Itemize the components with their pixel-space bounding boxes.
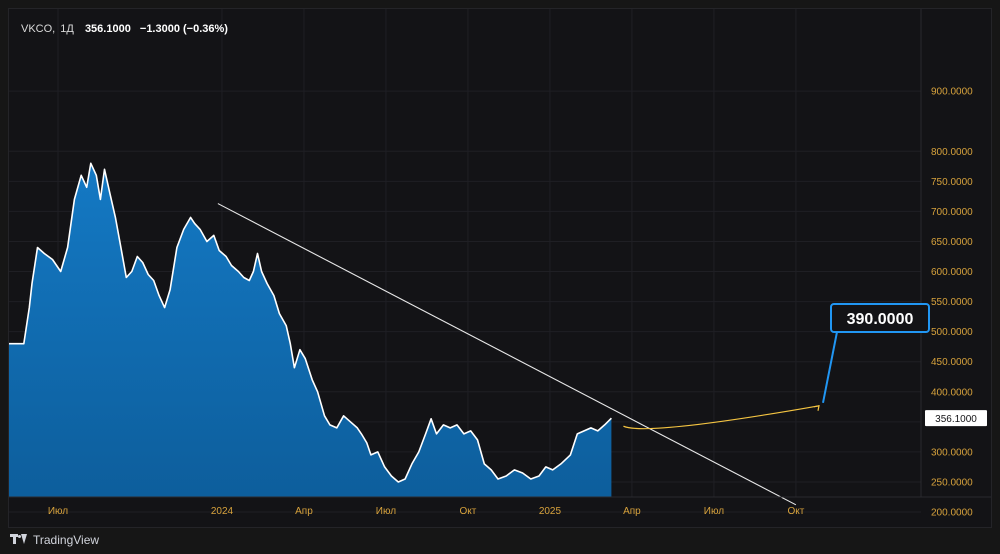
tradingview-logo[interactable]: TradingView <box>10 533 99 547</box>
last-value-label: 356.1000 <box>935 414 977 425</box>
y-tick-label: 650.0000 <box>931 237 973 248</box>
x-tick-label: Окт <box>460 506 477 517</box>
x-tick-label: Июл <box>376 506 396 517</box>
y-tick-label: 800.0000 <box>931 147 973 158</box>
x-tick-label: 2025 <box>539 506 562 517</box>
forecast-arrowhead <box>813 405 820 411</box>
footer: TradingView <box>0 528 1000 554</box>
y-tick-label: 500.0000 <box>931 327 973 338</box>
x-tick-label: 2024 <box>211 506 234 517</box>
target-pointer <box>822 331 838 403</box>
symbol-name[interactable]: VKCO, <box>21 23 56 35</box>
last-value-badge <box>925 410 987 427</box>
price-line <box>9 162 612 483</box>
y-tick-label: 750.0000 <box>931 177 973 188</box>
y-tick-label: 550.0000 <box>931 297 973 308</box>
chart-frame: Июл2024АпрИюлОкт2025АпрИюлОкт150.0000200… <box>8 8 992 528</box>
symbol-legend: VKCO, 1Д 356.1000 −1.3000 (−0.36%) <box>21 23 228 35</box>
y-tick-label: 300.0000 <box>931 447 973 458</box>
x-tick-label: Апр <box>623 506 641 517</box>
tradingview-icon <box>10 534 28 546</box>
price-chart[interactable]: Июл2024АпрИюлОкт2025АпрИюлОкт150.0000200… <box>9 9 991 527</box>
y-tick-label: 250.0000 <box>931 477 973 488</box>
y-tick-label: 200.0000 <box>931 508 973 519</box>
y-tick-label: 700.0000 <box>931 207 973 218</box>
y-tick-label: 900.0000 <box>931 87 973 98</box>
trend-line <box>217 203 797 506</box>
x-tick-label: Июл <box>48 506 68 517</box>
x-tick-label: Апр <box>295 506 313 517</box>
price-area <box>9 163 612 498</box>
y-tick-label: 450.0000 <box>931 357 973 368</box>
forecast-arrow <box>623 405 820 430</box>
timeframe-label[interactable]: 1Д <box>60 23 74 35</box>
price-change: −1.3000 (−0.36%) <box>139 23 228 35</box>
y-tick-label: 600.0000 <box>931 267 973 278</box>
y-tick-label: 400.0000 <box>931 387 973 398</box>
tradingview-brand: TradingView <box>33 533 100 547</box>
last-price: 356.1000 <box>84 23 131 35</box>
x-tick-label: Окт <box>787 506 804 517</box>
x-tick-label: Июл <box>704 506 724 517</box>
target-callout <box>830 303 930 333</box>
target-price-label: 390.0000 <box>847 311 914 328</box>
